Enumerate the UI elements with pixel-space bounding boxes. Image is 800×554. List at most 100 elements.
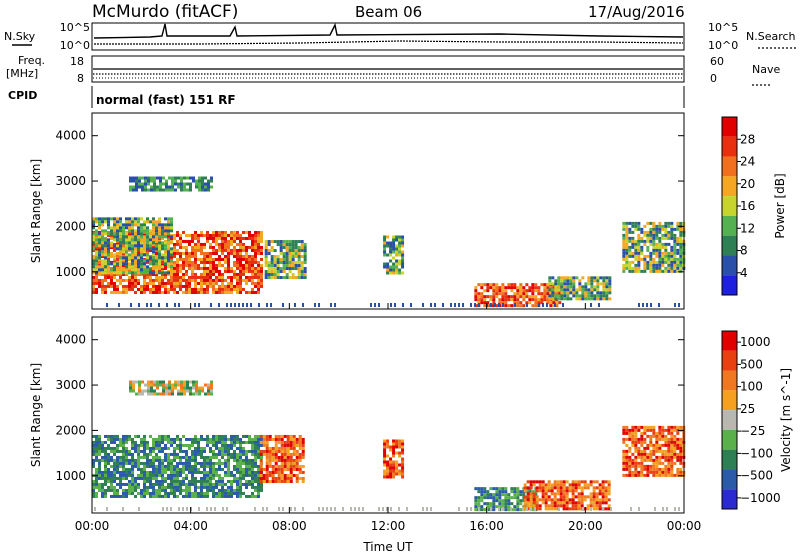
velocity-cell <box>224 440 227 444</box>
power-cell <box>637 254 641 258</box>
power-cell <box>155 248 158 252</box>
velocity-cell <box>236 464 239 468</box>
velocity-cell <box>110 485 113 489</box>
velocity-cell <box>128 479 131 483</box>
velocity-cell <box>257 443 260 447</box>
power-cell <box>147 179 150 183</box>
velocity-cell <box>218 482 221 486</box>
velocity-cell <box>95 491 98 495</box>
velocity-cell <box>260 437 263 441</box>
power-cell <box>159 185 162 189</box>
power-cell <box>161 260 164 264</box>
velocity-cell <box>652 449 656 453</box>
power-cell <box>608 276 612 280</box>
velocity-cell <box>649 455 653 459</box>
power-cell <box>398 241 402 245</box>
power-cell <box>191 272 194 276</box>
power-cell <box>637 236 641 240</box>
power-cell <box>212 290 215 294</box>
velocity-cell <box>262 434 266 438</box>
velocity-cell <box>251 485 254 489</box>
power-cell <box>242 254 245 258</box>
velocity-cell <box>277 434 281 438</box>
velocity-cell <box>164 485 167 489</box>
velocity-cell <box>104 494 107 498</box>
power-cell <box>203 245 206 249</box>
power-cell <box>155 235 158 239</box>
power-cell <box>291 240 295 244</box>
power-cell <box>655 269 659 273</box>
velocity-cell <box>132 383 135 387</box>
power-cell <box>477 298 481 302</box>
power-colorbar-cell <box>722 176 737 197</box>
power-cell <box>140 217 143 221</box>
velocity-cell <box>194 488 197 492</box>
power-cell <box>670 260 674 264</box>
power-cell <box>203 278 206 282</box>
velocity-cell <box>254 473 257 477</box>
velocity-cell <box>634 449 638 453</box>
power-cell <box>673 239 677 243</box>
power-cell <box>239 248 242 252</box>
velocity-cell <box>474 499 478 503</box>
velocity-cell <box>568 483 572 487</box>
velocity-cell <box>398 507 400 511</box>
power-cell <box>206 281 209 285</box>
velocity-cell <box>667 473 671 477</box>
velocity-cell <box>649 440 653 444</box>
velocity-cell <box>179 473 182 477</box>
velocity-cell <box>289 470 293 474</box>
power-cell <box>158 287 161 291</box>
velocity-cell <box>277 449 281 453</box>
velocity-cell <box>286 452 290 456</box>
power-cell <box>637 227 641 231</box>
power-cell <box>257 245 260 249</box>
power-cell <box>155 229 158 233</box>
power-cell <box>608 291 612 295</box>
power-cell <box>548 297 552 301</box>
nsky-trace <box>93 22 684 39</box>
velocity-cell <box>271 479 275 483</box>
power-cell <box>95 265 98 269</box>
velocity-cell <box>104 476 107 480</box>
power-cell <box>135 176 138 180</box>
power-cell <box>150 185 153 189</box>
velocity-cell <box>155 482 158 486</box>
power-cell <box>215 230 218 234</box>
power-cell <box>670 245 674 249</box>
power-cell <box>162 188 165 192</box>
velocity-cell <box>532 483 536 487</box>
velocity-cell <box>179 458 182 462</box>
velocity-cell <box>257 482 260 486</box>
velocity-cell <box>386 507 388 511</box>
power-cell <box>140 229 143 233</box>
power-cell <box>679 260 683 264</box>
power-cell <box>161 223 164 227</box>
velocity-cell <box>197 479 200 483</box>
velocity-cell <box>230 479 233 483</box>
velocity-cell <box>562 498 566 502</box>
power-cell <box>209 272 212 276</box>
power-cell <box>652 224 656 228</box>
velocity-cell <box>389 475 393 479</box>
power-cell <box>141 182 144 186</box>
power-cell <box>593 288 597 292</box>
velocity-cell <box>212 488 215 492</box>
power-cell <box>291 273 295 277</box>
power-cell <box>116 223 119 227</box>
power-cell <box>569 285 573 289</box>
power-cell <box>92 226 95 230</box>
power-cell <box>131 259 134 263</box>
velocity-cell <box>113 452 116 456</box>
velocity-cell <box>185 494 188 498</box>
power-cell <box>254 248 257 252</box>
power-cell <box>664 254 668 258</box>
power-cell <box>667 242 671 246</box>
velocity-cell <box>227 488 230 492</box>
velocity-cell <box>104 479 107 483</box>
power-cell <box>152 284 155 288</box>
velocity-cell <box>298 476 302 480</box>
velocity-cell <box>646 434 650 438</box>
